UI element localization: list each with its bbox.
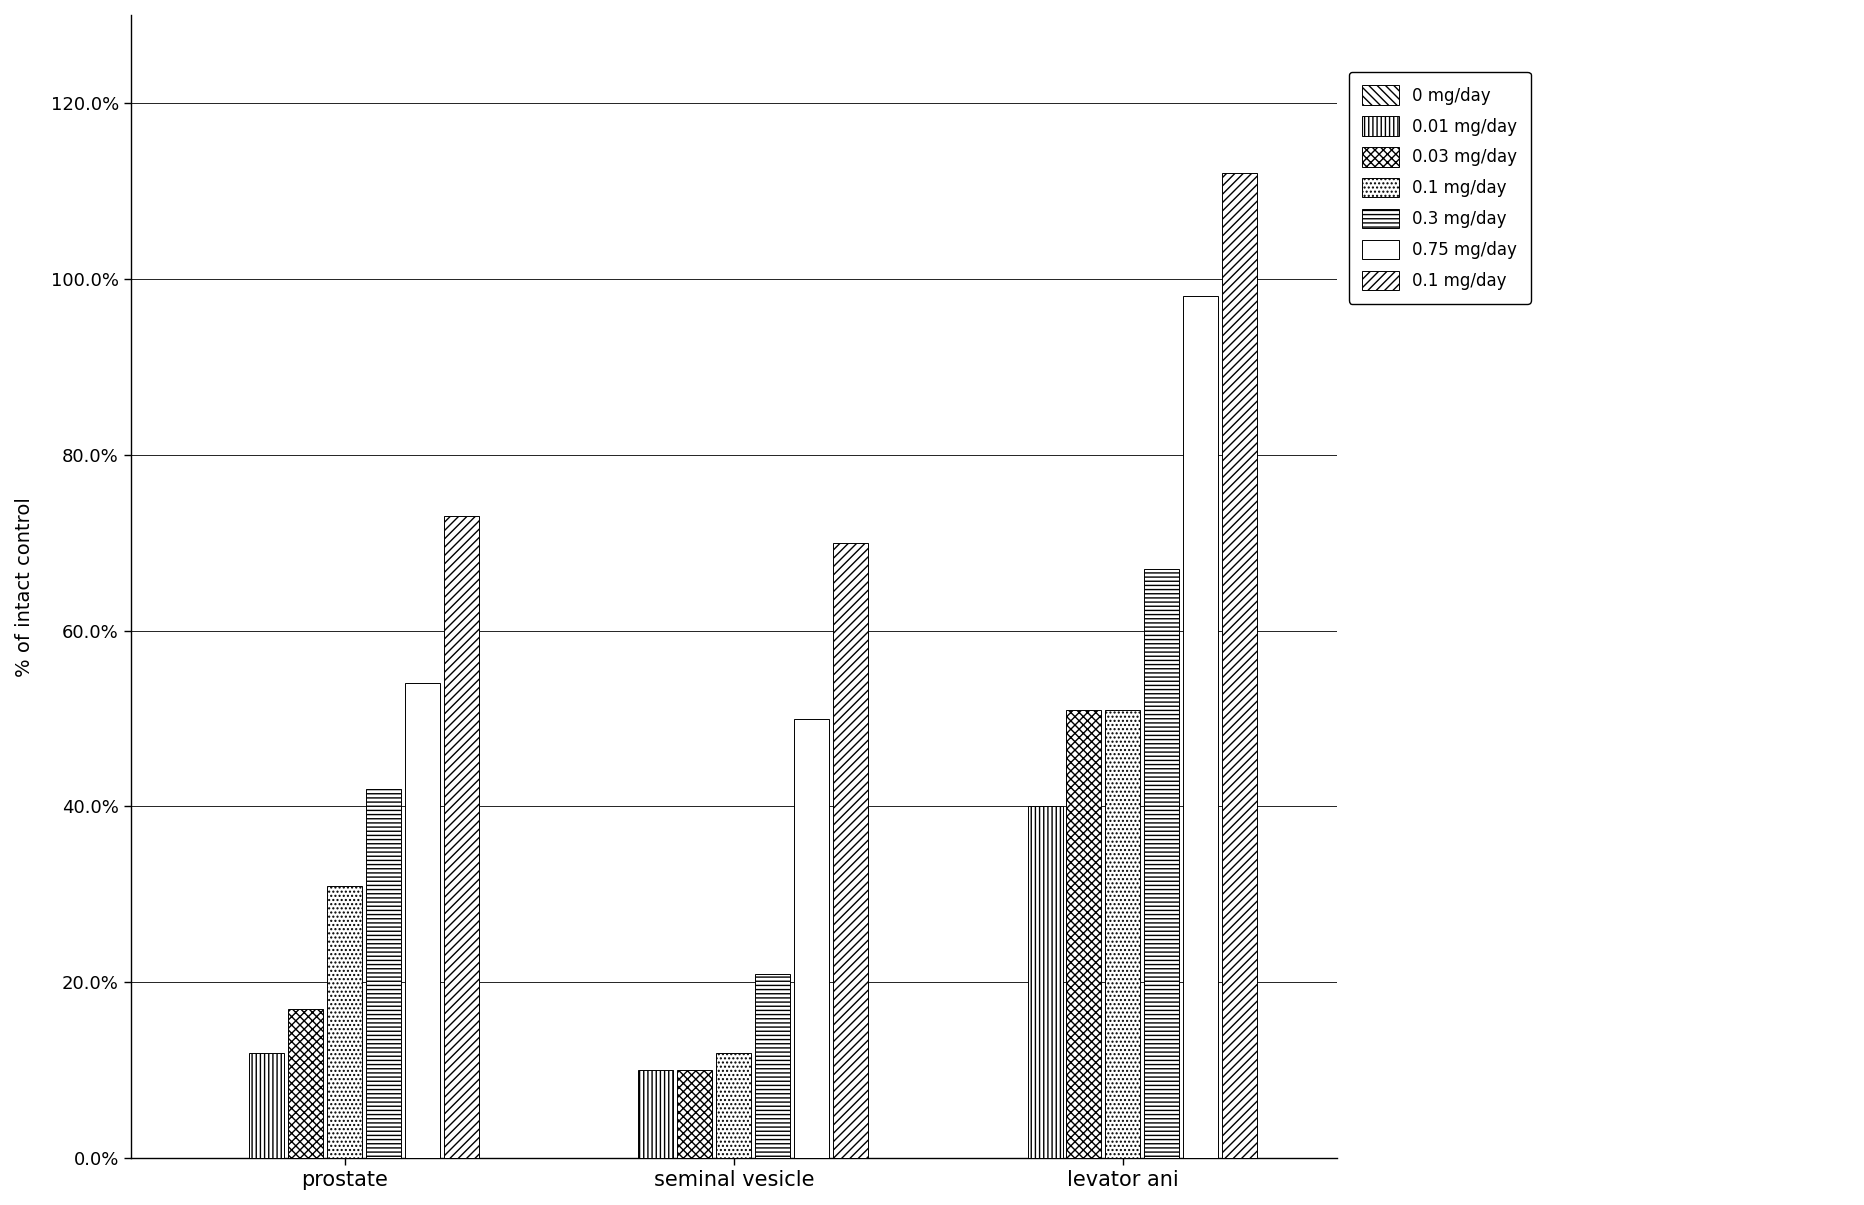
- Bar: [794, 718, 829, 1158]
- Bar: [1182, 296, 1217, 1158]
- Bar: [250, 1053, 283, 1158]
- Bar: [637, 1070, 673, 1158]
- Bar: [1027, 806, 1062, 1158]
- Bar: [677, 1070, 712, 1158]
- Bar: [1221, 174, 1256, 1158]
- Y-axis label: % of intact control: % of intact control: [15, 496, 34, 676]
- Bar: [833, 542, 867, 1158]
- Bar: [1066, 710, 1102, 1158]
- Bar: [444, 516, 479, 1158]
- Bar: [326, 886, 362, 1158]
- Bar: [289, 1009, 322, 1158]
- Bar: [404, 683, 440, 1158]
- Bar: [365, 789, 401, 1158]
- Bar: [716, 1053, 751, 1158]
- Bar: [755, 974, 790, 1158]
- Bar: [1105, 710, 1139, 1158]
- Legend: 0 mg/day, 0.01 mg/day, 0.03 mg/day, 0.1 mg/day, 0.3 mg/day, 0.75 mg/day, 0.1 mg/: 0 mg/day, 0.01 mg/day, 0.03 mg/day, 0.1 …: [1348, 72, 1530, 304]
- Bar: [1144, 569, 1178, 1158]
